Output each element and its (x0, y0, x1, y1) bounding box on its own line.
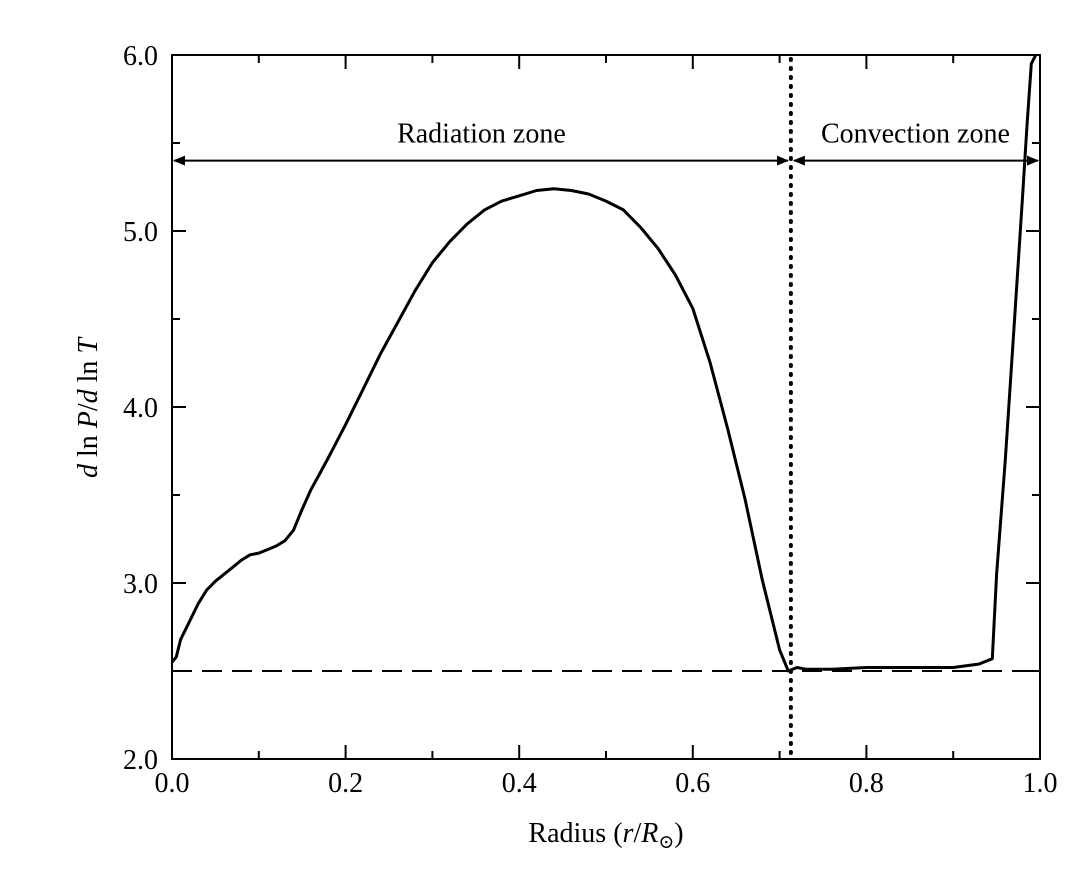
x-tick-label: 0.0 (155, 768, 190, 799)
y-tick-label: 3.0 (123, 569, 158, 600)
tick-labels: 0.0 0.2 0.4 0.6 0.8 1.0 2.0 3.0 4.0 5.0 6.0 (123, 41, 1058, 799)
plot-frame (171, 54, 1041, 760)
x-tick-label: 1.0 (1023, 768, 1058, 799)
y-tick-label: 2.0 (123, 745, 158, 776)
y-axis-label: d ln P/d ln T (73, 336, 104, 478)
y-tick-label: 4.0 (123, 393, 158, 424)
y-tick-label: 5.0 (123, 217, 158, 248)
x-tick-label: 0.6 (675, 768, 710, 799)
x-tick-label: 0.8 (849, 768, 884, 799)
x-axis-label: Radius (r/R⊙) (528, 818, 683, 853)
y-tick-label: 6.0 (123, 41, 158, 72)
x-tick-label: 0.4 (502, 768, 537, 799)
convection-zone-label: Convection zone (821, 119, 1010, 150)
series-line (170, 54, 1038, 673)
radiation-zone-label: Radiation zone (397, 119, 566, 150)
x-tick-label: 0.2 (328, 768, 363, 799)
